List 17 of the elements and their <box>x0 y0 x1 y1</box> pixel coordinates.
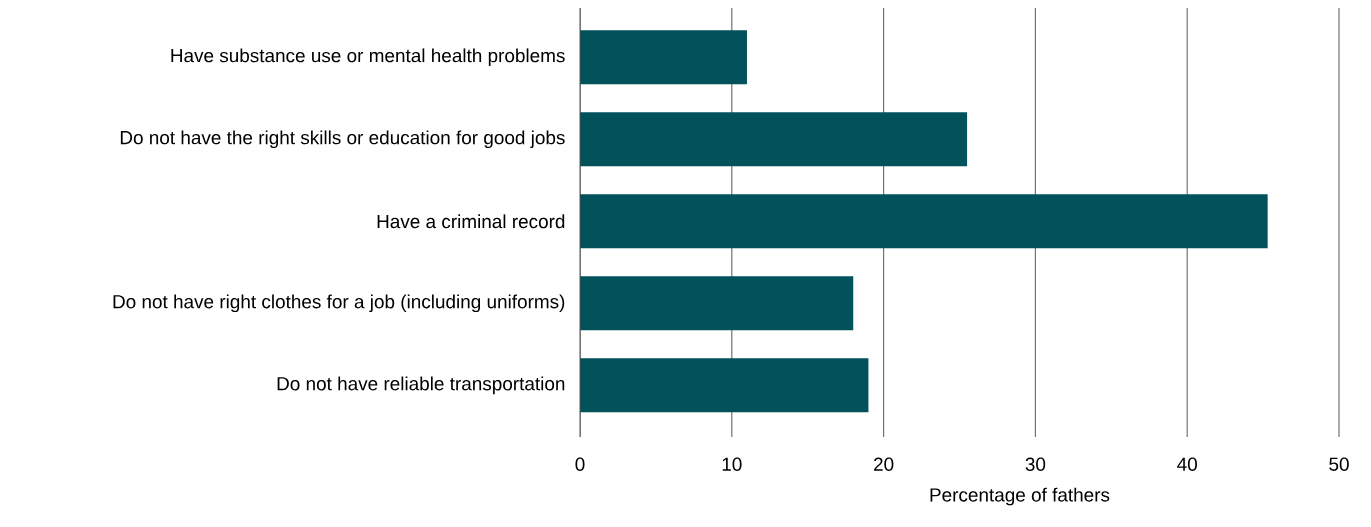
y-tick-label: Do not have right clothes for a job (including uniforms) <box>113 294 565 313</box>
bar <box>580 194 1268 249</box>
x-tick-label: 0 <box>575 457 585 471</box>
bar <box>580 30 747 85</box>
bar <box>580 112 968 167</box>
y-tick-label: Do not have the right skills or education for good jobs <box>120 130 565 149</box>
bar <box>580 358 869 413</box>
y-tick-label: Do not have reliable transportation <box>277 376 565 395</box>
x-tick-label: 50 <box>1329 457 1349 471</box>
x-axis-title: Percentage of fathers <box>930 487 1110 506</box>
x-tick-label: 40 <box>1177 457 1197 471</box>
x-tick-label: 20 <box>874 457 894 471</box>
x-tick-label: 30 <box>1025 457 1046 471</box>
x-tick-label: 10 <box>722 457 742 471</box>
y-tick-label: Have a criminal record <box>377 214 565 229</box>
y-tick-label: Have substance use or mental health problems <box>171 48 565 67</box>
bar <box>580 276 854 331</box>
